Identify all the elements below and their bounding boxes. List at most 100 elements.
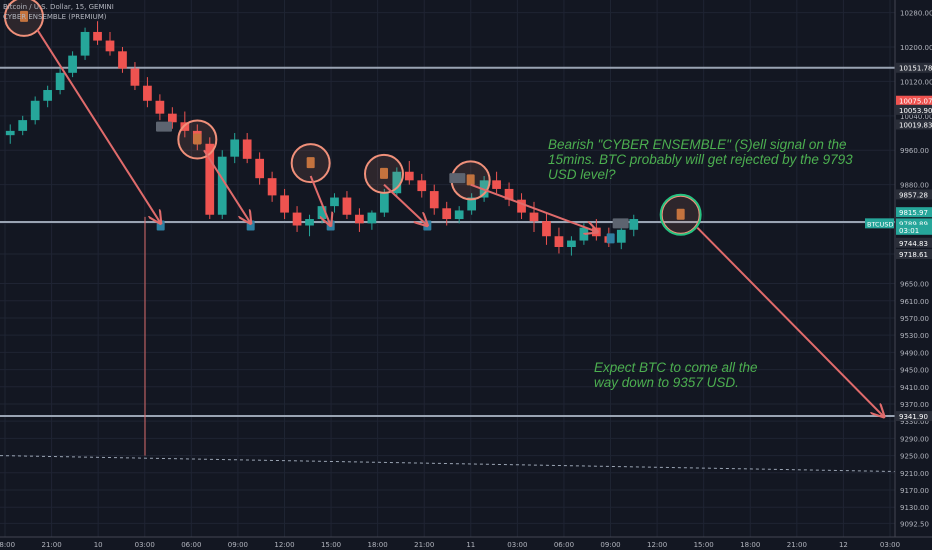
candle-body bbox=[529, 212, 539, 222]
sell-signal-marker bbox=[306, 157, 315, 169]
projection-arrows bbox=[36, 29, 884, 417]
candle-body bbox=[454, 210, 464, 220]
candle-body bbox=[355, 214, 364, 224]
candle-body bbox=[280, 195, 289, 213]
candle-body bbox=[130, 68, 140, 86]
indicator-title: CYBER ENSEMBLE (PREMIUM) bbox=[3, 13, 107, 21]
price-tick-label: 9610.00 bbox=[900, 298, 929, 306]
time-tick-label: 03:00 bbox=[135, 541, 155, 549]
candle-body bbox=[255, 158, 265, 179]
price-tick-label: 9370.00 bbox=[900, 401, 929, 409]
projection-arrow bbox=[696, 226, 884, 417]
candle-body bbox=[567, 240, 576, 247]
candle-body bbox=[30, 100, 40, 121]
candle-body bbox=[392, 171, 402, 194]
price-tick-label: 9410.00 bbox=[900, 384, 929, 392]
candle-body bbox=[118, 51, 127, 69]
time-axis-background bbox=[0, 537, 932, 550]
price-label-box bbox=[896, 224, 932, 235]
sell-signal-marker bbox=[20, 10, 28, 22]
price-tick-label: 9490.00 bbox=[900, 349, 929, 357]
price-label-box bbox=[896, 411, 932, 422]
time-tick-label: 09:00 bbox=[228, 541, 248, 549]
price-label-text: 10053.90 bbox=[899, 107, 932, 115]
price-label-text: 10019.83 bbox=[899, 121, 932, 129]
time-tick-label: 21:00 bbox=[41, 541, 61, 549]
price-tick-label: 9960.00 bbox=[900, 147, 929, 155]
price-label-box bbox=[896, 249, 932, 260]
price-label-box bbox=[896, 119, 932, 130]
price-label-text: 10075.07 bbox=[899, 98, 932, 106]
candle-body bbox=[167, 113, 177, 123]
time-tick-label: 09:00 bbox=[600, 541, 620, 549]
price-label-box bbox=[896, 189, 932, 200]
price-label-box bbox=[896, 237, 932, 248]
price-label-text: 03:01 bbox=[899, 227, 919, 235]
price-label-box bbox=[896, 104, 932, 115]
projection-arrow bbox=[309, 175, 331, 225]
time-tick-label: 12 bbox=[839, 541, 848, 549]
price-label-box bbox=[896, 218, 932, 229]
candle-body bbox=[80, 31, 90, 56]
time-tick-label: 21:00 bbox=[414, 541, 434, 549]
candle-body bbox=[155, 100, 165, 114]
candle-body bbox=[242, 139, 252, 159]
candle-body bbox=[18, 120, 28, 131]
time-tick-label: 18:00 bbox=[368, 541, 388, 549]
price-axis[interactable]: 10280.00 10200.00 10120.00 10040.00 9960.00 9… bbox=[865, 0, 932, 550]
candle-body bbox=[616, 229, 626, 243]
candle-body bbox=[542, 221, 551, 237]
candle-body bbox=[292, 212, 302, 226]
candle-body bbox=[429, 191, 439, 209]
price-label-text: 10151.78 bbox=[899, 65, 932, 73]
candle-body bbox=[105, 40, 115, 52]
symbol-badge-text: BTCUSD bbox=[867, 220, 893, 228]
price-tick-label: 9250.00 bbox=[900, 453, 929, 461]
time-tick-label: 06:00 bbox=[181, 541, 201, 549]
time-axis[interactable]: 18:00 21:00 10 03:00 06:00 09:00 12:00 15:00 18:… bbox=[0, 536, 932, 550]
price-tick-label: 10200.00 bbox=[900, 44, 932, 52]
candle-body bbox=[442, 208, 452, 220]
time-tick-label: 10 bbox=[94, 541, 103, 549]
candle-body bbox=[342, 197, 352, 215]
price-tick-label: 9290.00 bbox=[900, 435, 929, 443]
price-tick-label: 9130.00 bbox=[900, 504, 929, 512]
time-tick-label: 15:00 bbox=[694, 541, 714, 549]
candle-body bbox=[43, 90, 53, 101]
doji-label-box bbox=[449, 173, 466, 184]
projection-arrow bbox=[203, 149, 251, 223]
price-tick-label: 10120.00 bbox=[900, 78, 932, 86]
candle-body bbox=[554, 236, 564, 247]
sell-signal-marker bbox=[466, 174, 475, 186]
candle-body bbox=[579, 227, 589, 241]
candle-body bbox=[305, 219, 314, 226]
price-label-text: 9718.61 bbox=[899, 251, 928, 259]
projection-arrow bbox=[36, 29, 160, 224]
sell-signal-marker bbox=[676, 208, 685, 220]
candle-body bbox=[367, 212, 377, 224]
projection-arrow bbox=[470, 183, 598, 232]
price-label-box bbox=[896, 62, 932, 73]
candle-body bbox=[492, 180, 501, 189]
price-tick-label: 9092.50 bbox=[900, 520, 929, 528]
candle-body bbox=[629, 219, 639, 230]
candle-body bbox=[230, 139, 240, 157]
candle-body bbox=[180, 122, 190, 131]
candle-body bbox=[55, 72, 65, 91]
buy-signal-marker bbox=[606, 233, 615, 244]
doji-label-box bbox=[156, 121, 172, 132]
candles bbox=[5, 21, 639, 256]
time-tick-label: 11 bbox=[466, 541, 475, 549]
time-tick-label: 18:00 bbox=[740, 541, 760, 549]
price-axis-background bbox=[895, 0, 932, 550]
time-tick-label: 12:00 bbox=[647, 541, 667, 549]
candle-body bbox=[143, 85, 152, 101]
price-tick-label: 9650.00 bbox=[900, 281, 929, 289]
price-label-text: 9341.90 bbox=[899, 413, 928, 421]
price-label-text: 9815.97 bbox=[899, 209, 928, 217]
doji-label-box bbox=[612, 218, 629, 229]
time-tick-label: 18:00 bbox=[0, 541, 15, 549]
candle-body bbox=[517, 199, 526, 213]
